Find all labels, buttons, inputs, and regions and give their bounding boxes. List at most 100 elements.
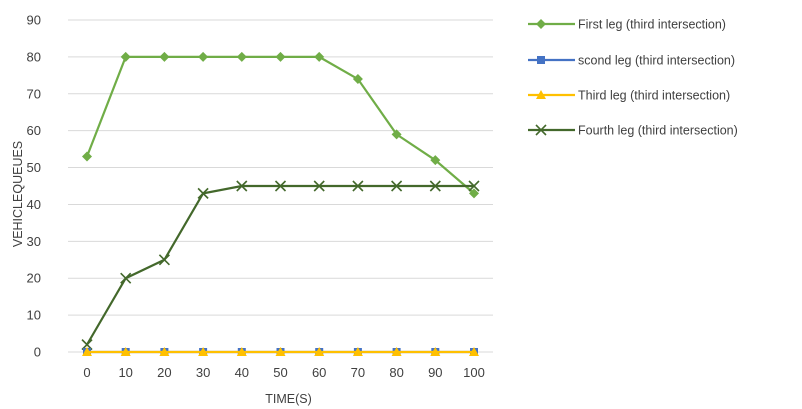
x-marker-stroke bbox=[197, 187, 209, 199]
triangle-marker bbox=[120, 347, 131, 356]
data-point bbox=[391, 180, 403, 192]
y-tick-label: 20 bbox=[27, 271, 41, 286]
y-tick-label: 0 bbox=[34, 345, 41, 360]
x-marker-stroke bbox=[313, 180, 325, 192]
series-3 bbox=[82, 347, 479, 356]
legend-label: First leg (third intersection) bbox=[578, 18, 726, 32]
diamond-marker bbox=[536, 19, 546, 29]
diamond-marker bbox=[275, 51, 286, 62]
series-lines bbox=[81, 51, 480, 356]
data-point bbox=[469, 188, 479, 199]
x-tick-label: 90 bbox=[428, 365, 442, 380]
diamond-marker bbox=[469, 188, 479, 199]
triangle-marker bbox=[352, 347, 363, 356]
data-point bbox=[236, 180, 248, 192]
legend-marker bbox=[536, 90, 546, 99]
data-point bbox=[120, 272, 132, 284]
x-axis-ticks: 0 10 20 30 40 50 60 70 80 90 100 bbox=[83, 365, 484, 380]
x-tick-label: 40 bbox=[235, 365, 249, 380]
x-tick-label: 30 bbox=[196, 365, 210, 380]
x-marker-stroke bbox=[120, 272, 132, 284]
data-point bbox=[430, 347, 441, 356]
data-point bbox=[314, 51, 325, 62]
data-point bbox=[430, 155, 441, 166]
series-line bbox=[85, 55, 475, 195]
diamond-marker bbox=[120, 51, 131, 62]
data-point bbox=[352, 74, 363, 85]
x-marker-stroke bbox=[352, 180, 364, 192]
data-point bbox=[236, 347, 247, 356]
square-marker bbox=[537, 56, 545, 64]
x-axis-title: TIME(S) bbox=[265, 392, 312, 406]
data-point bbox=[391, 347, 402, 356]
data-point bbox=[82, 347, 92, 356]
diamond-marker bbox=[198, 51, 209, 62]
x-tick-label: 10 bbox=[118, 365, 132, 380]
diamond-marker bbox=[391, 129, 402, 140]
triangle-marker bbox=[469, 347, 479, 356]
x-tick-label: 20 bbox=[157, 365, 171, 380]
data-point bbox=[159, 51, 170, 62]
triangle-marker bbox=[159, 347, 170, 356]
triangle-marker bbox=[430, 347, 441, 356]
y-tick-label: 90 bbox=[27, 13, 41, 28]
data-point bbox=[468, 180, 480, 192]
diamond-marker bbox=[314, 51, 325, 62]
y-axis-title: VEHICLEQUEUES bbox=[11, 141, 25, 247]
x-marker-stroke bbox=[535, 124, 547, 136]
triangle-marker bbox=[391, 347, 402, 356]
legend-item: Fourth leg (third intersection) bbox=[528, 124, 738, 138]
data-point bbox=[197, 187, 209, 199]
data-point bbox=[352, 347, 363, 356]
y-tick-label: 70 bbox=[27, 86, 41, 101]
y-tick-label: 30 bbox=[27, 234, 41, 249]
y-tick-label: 60 bbox=[27, 123, 41, 138]
diamond-marker bbox=[352, 74, 363, 85]
legend-marker bbox=[537, 56, 545, 64]
data-point bbox=[236, 51, 247, 62]
triangle-marker bbox=[82, 347, 92, 356]
series-1 bbox=[82, 51, 479, 199]
legend-item: First leg (third intersection) bbox=[528, 18, 726, 32]
data-point bbox=[313, 180, 325, 192]
data-point bbox=[391, 129, 402, 140]
data-point bbox=[120, 51, 131, 62]
diamond-marker bbox=[430, 155, 441, 166]
x-tick-label: 100 bbox=[463, 365, 485, 380]
x-tick-label: 60 bbox=[312, 365, 326, 380]
diamond-marker bbox=[82, 151, 92, 162]
x-tick-label: 0 bbox=[83, 365, 90, 380]
triangle-marker bbox=[536, 90, 546, 99]
diamond-marker bbox=[159, 51, 170, 62]
series-line bbox=[86, 184, 474, 346]
x-marker-stroke bbox=[236, 180, 248, 192]
triangle-marker bbox=[236, 347, 247, 356]
legend-label: Third leg (third intersection) bbox=[578, 89, 730, 103]
legend-marker bbox=[535, 124, 547, 136]
data-point bbox=[82, 151, 92, 162]
y-tick-label: 40 bbox=[27, 197, 41, 212]
triangle-marker bbox=[275, 347, 286, 356]
x-tick-label: 80 bbox=[389, 365, 403, 380]
x-marker-stroke bbox=[274, 180, 287, 192]
data-point bbox=[198, 51, 209, 62]
x-tick-label: 50 bbox=[273, 365, 287, 380]
triangle-marker bbox=[198, 347, 209, 356]
data-point bbox=[159, 347, 170, 356]
legend-label: Fourth leg (third intersection) bbox=[578, 124, 738, 138]
x-marker-stroke bbox=[158, 254, 170, 266]
legend-marker bbox=[536, 19, 546, 29]
data-point bbox=[314, 347, 325, 356]
y-tick-label: 80 bbox=[27, 49, 41, 64]
data-point bbox=[198, 347, 209, 356]
triangle-marker bbox=[314, 347, 325, 356]
x-tick-label: 70 bbox=[351, 365, 365, 380]
data-point bbox=[429, 180, 441, 192]
data-point bbox=[352, 180, 364, 192]
data-point bbox=[81, 339, 93, 351]
diamond-marker bbox=[236, 51, 247, 62]
x-marker-stroke bbox=[429, 180, 441, 192]
y-axis-ticks: 0 10 20 30 40 50 60 70 80 90 bbox=[27, 13, 41, 360]
y-tick-label: 50 bbox=[27, 160, 41, 175]
